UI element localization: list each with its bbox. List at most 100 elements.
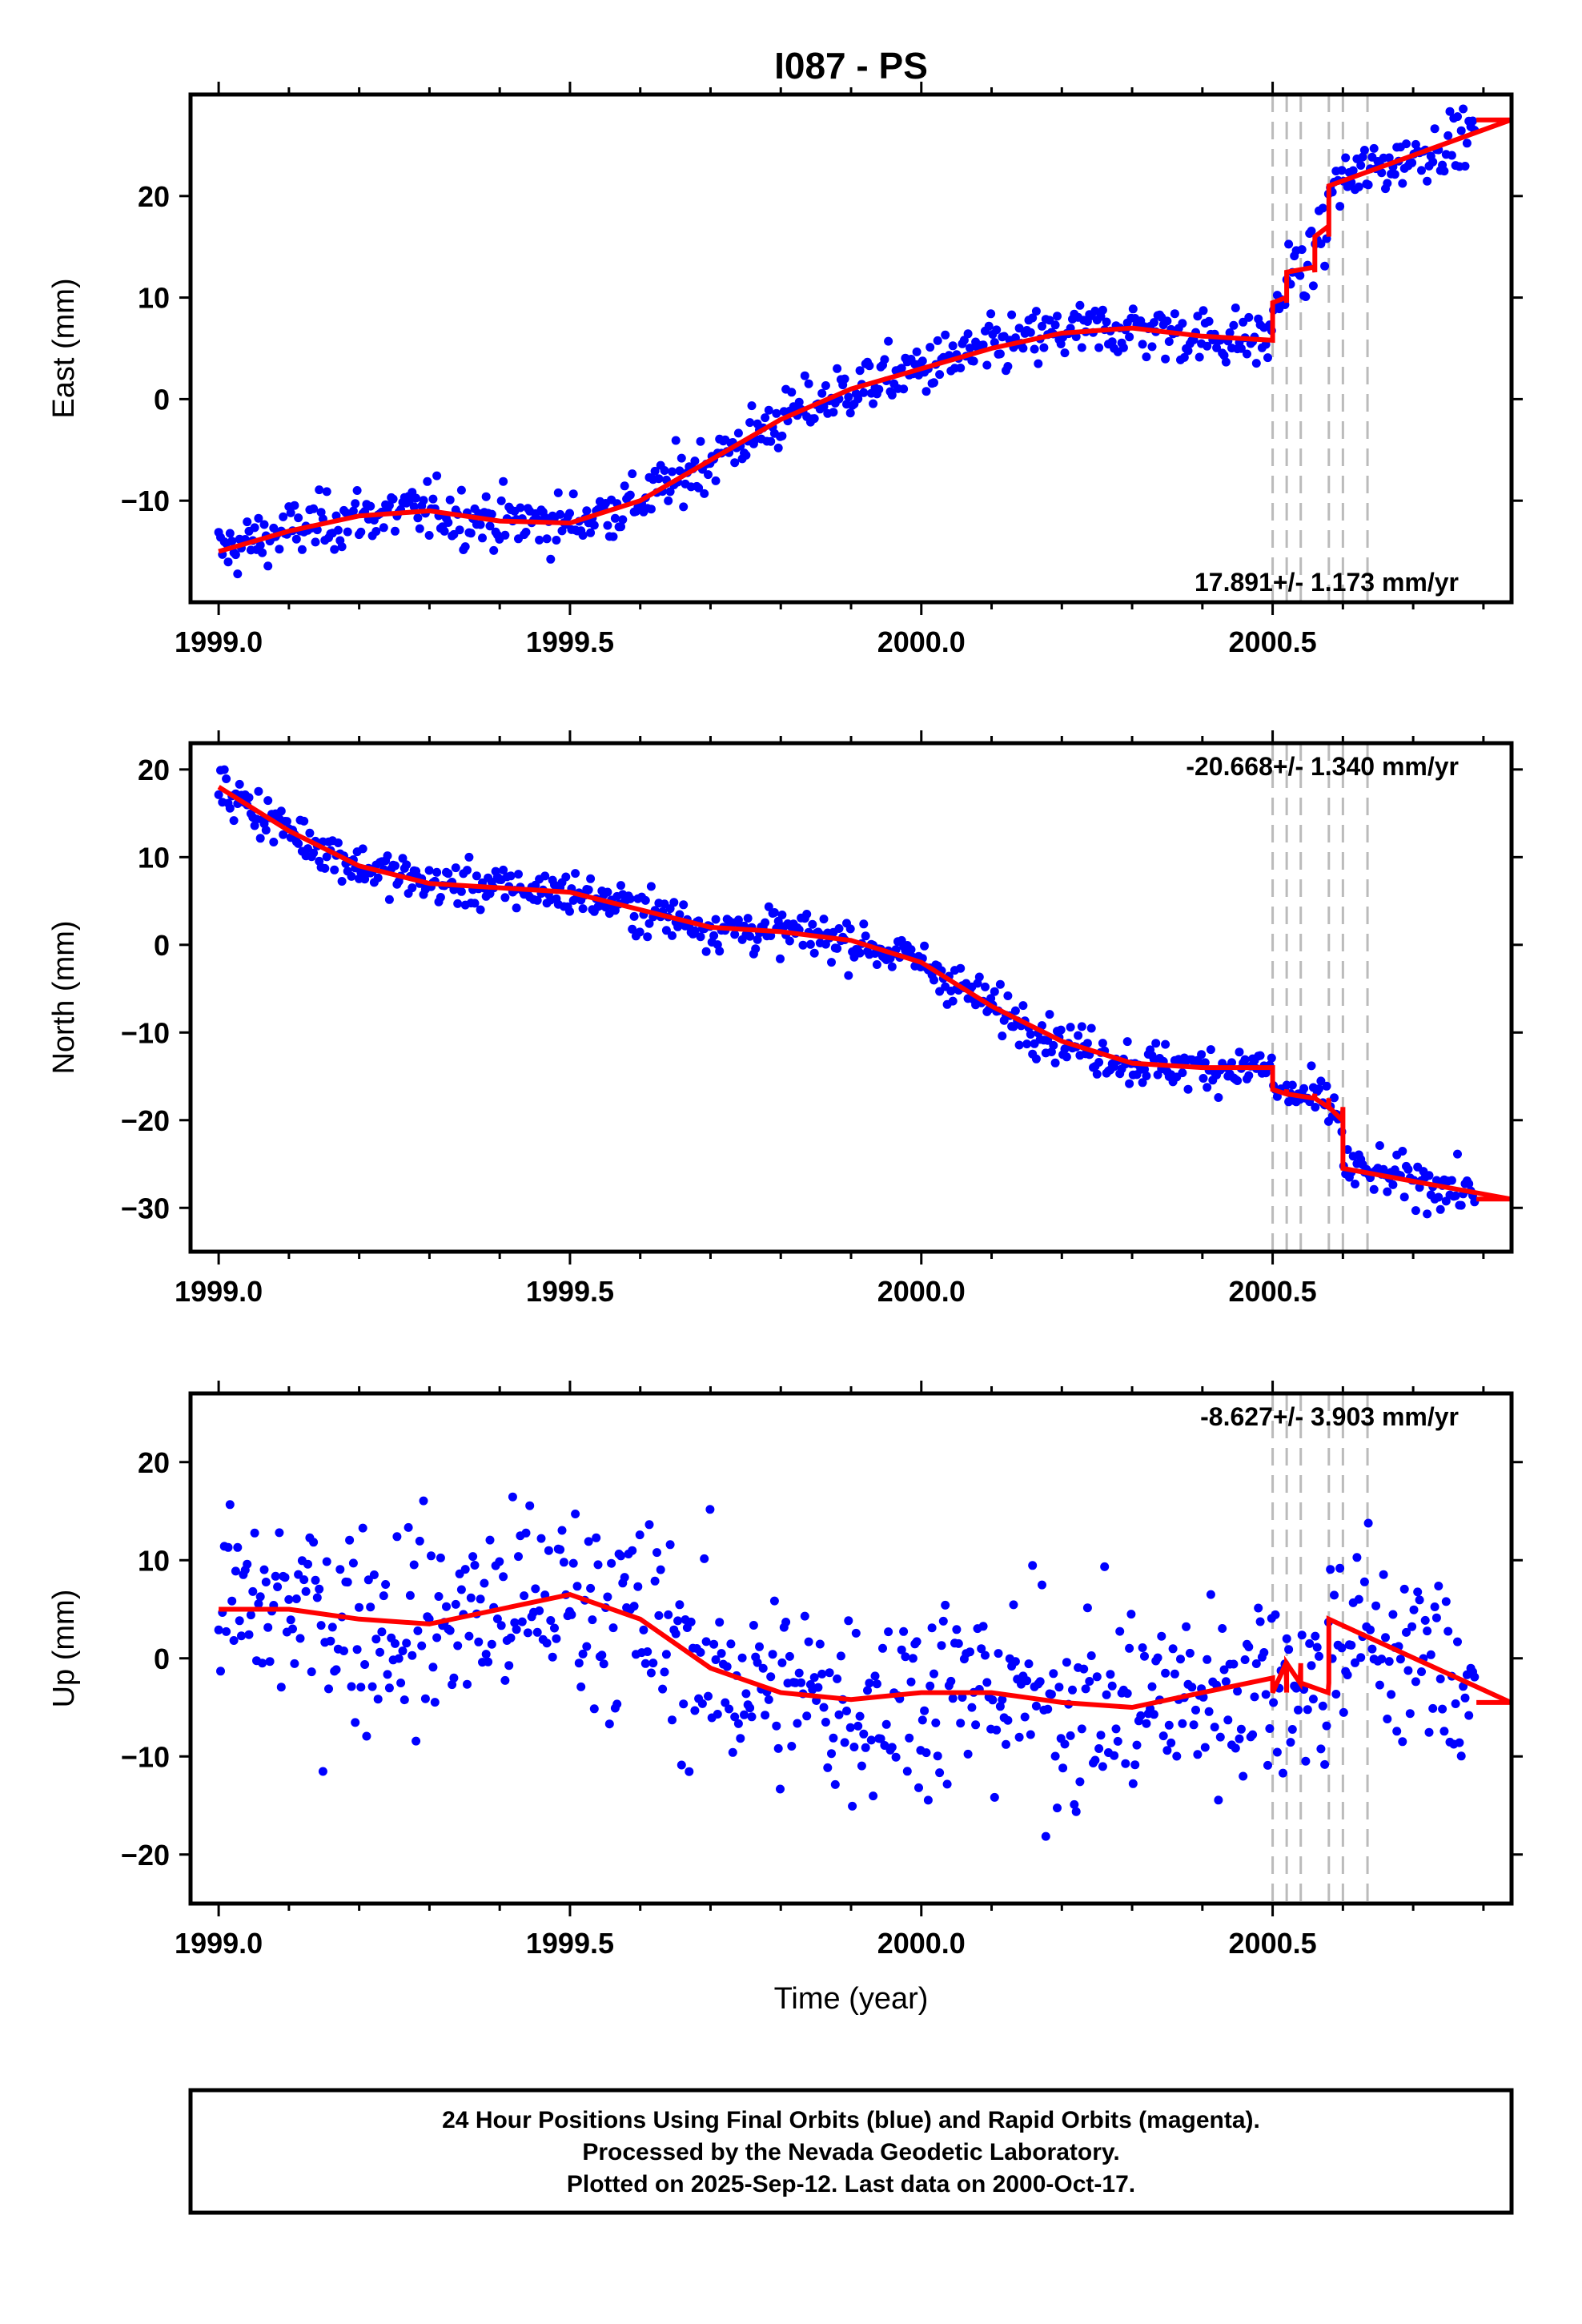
data-point [1098,1762,1107,1771]
panel-frame [188,741,1514,1254]
y-tick-label: 10 [138,841,170,874]
data-point [500,530,510,540]
x-tick-label: 1999.0 [175,1275,263,1308]
data-points [214,1492,1480,1841]
data-point [1086,1651,1096,1660]
data-point [646,1668,656,1678]
data-point [880,355,889,364]
data-point [1028,1561,1038,1570]
data-point [1126,1610,1136,1619]
data-point [1178,1068,1187,1078]
data-point [398,854,408,863]
data-point [1010,1657,1020,1667]
data-point [769,1596,779,1606]
data-point [725,1704,734,1714]
data-point [1455,1738,1464,1747]
data-point [1071,1807,1081,1816]
data-point [1142,352,1151,362]
data-point [1405,1709,1415,1719]
data-point [612,1699,622,1709]
data-point [644,919,654,928]
data-point [1132,1740,1142,1750]
data-point [476,1594,485,1604]
data-point [646,505,656,514]
y-axis-label: North (mm) [47,920,81,1074]
data-point [504,1661,514,1671]
data-point [1384,153,1394,163]
data-point [869,399,878,408]
data-point [584,1537,593,1546]
data-point [1335,202,1345,211]
data-point [1200,1743,1210,1752]
data-point [517,1617,527,1626]
data-point [1263,353,1272,363]
data-point [1142,1072,1151,1080]
data-point [827,958,836,967]
data-point [299,816,309,826]
data-point [576,1682,586,1691]
data-point [1106,1670,1115,1679]
data-point [480,1578,489,1588]
data-point [263,1622,273,1632]
data-point [1107,337,1117,347]
data-point [675,1600,685,1610]
data-point [337,542,347,552]
data-point [352,486,362,495]
data-point [711,915,721,924]
data-point [648,1659,658,1668]
data-point [500,893,510,903]
x-tick-label: 1999.5 [526,1927,614,1960]
data-point [510,1618,520,1627]
data-point [409,1560,419,1570]
data-point [223,1542,233,1552]
data-point [348,506,358,516]
data-point [1182,1622,1191,1631]
data-point [1136,1711,1146,1720]
data-point [536,1534,546,1543]
data-point [413,1626,423,1635]
data-point [1225,328,1235,337]
data-point [942,1779,952,1789]
data-point [1092,1069,1102,1079]
data-point [1347,1640,1356,1650]
data-point [1066,1023,1075,1032]
data-point [419,1496,428,1506]
data-point [214,1625,223,1634]
data-point [994,1649,1003,1659]
data-point [654,1610,664,1620]
data-point [400,1695,409,1705]
data-point [1417,166,1426,175]
data-point [749,1621,758,1630]
data-point [1316,239,1326,248]
data-point [225,1500,235,1510]
data-point [413,513,423,523]
data-point [1434,1582,1443,1590]
data-point [1417,1667,1426,1676]
data-point [1331,1690,1341,1699]
data-point [391,1638,400,1648]
data-point [887,962,897,971]
data-point [912,1637,921,1647]
data-point [1284,239,1294,249]
data-point [1233,1076,1243,1085]
data-point [603,1592,612,1602]
data-point [1086,1023,1096,1033]
data-point [320,863,330,873]
data-point [809,1673,819,1683]
data-point [322,852,331,862]
data-point [1075,300,1085,310]
data-point [1121,1759,1130,1768]
data-point [243,1559,252,1569]
data-point [1354,182,1363,191]
data-point [369,1570,379,1579]
data-point [436,893,445,902]
data-point [303,1559,312,1569]
data-point [532,895,542,905]
data-point [1248,1730,1258,1739]
data-point [492,1614,502,1623]
data-point [432,471,442,480]
data-point [861,931,870,941]
data-point [1098,1039,1107,1048]
data-point [1183,1084,1193,1094]
y-tick-label: 0 [154,1642,170,1675]
